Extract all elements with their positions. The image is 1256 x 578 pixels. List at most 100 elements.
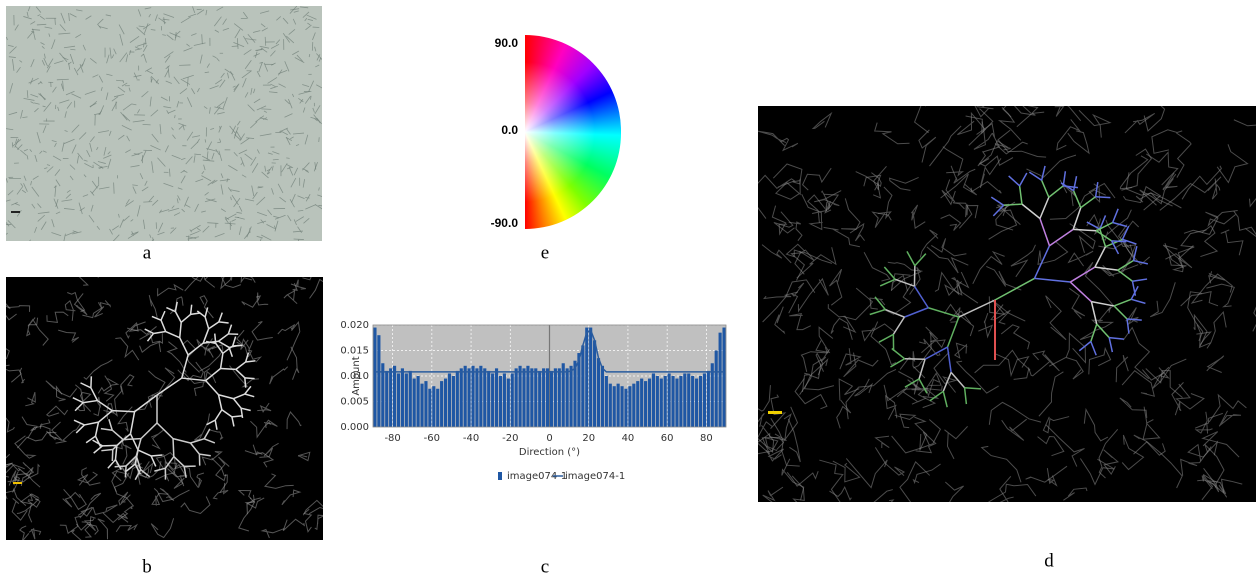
bar (660, 379, 663, 427)
texture-stroke (114, 182, 115, 193)
bar (511, 373, 514, 427)
bar (656, 376, 659, 427)
bar (413, 379, 416, 427)
bar (507, 379, 510, 427)
y-tick-label: 0.020 (340, 320, 369, 331)
bar (687, 373, 690, 427)
panel-label: a (143, 242, 152, 263)
bar (707, 371, 710, 427)
bar (440, 381, 443, 427)
texture-stroke (35, 539, 50, 569)
bar (428, 389, 431, 427)
legend-swatch (498, 472, 502, 480)
x-tick-label: 60 (661, 433, 674, 444)
bar (550, 371, 553, 427)
bar (377, 335, 380, 427)
scale-bar (768, 411, 782, 414)
bar (456, 371, 459, 427)
scale-bar (11, 211, 20, 213)
branch (221, 368, 236, 369)
bar (491, 373, 494, 427)
bar (671, 376, 674, 427)
branch (125, 466, 126, 477)
texture-stroke (82, 251, 99, 277)
bar (683, 373, 686, 427)
bar (711, 363, 714, 427)
bar (679, 376, 682, 427)
bar (460, 368, 463, 427)
bar (393, 366, 396, 427)
bar (432, 386, 435, 427)
y-tick-label: 0.005 (340, 397, 369, 408)
x-tick-label: -20 (502, 433, 518, 444)
branch (151, 455, 162, 456)
x-tick-label: 80 (700, 433, 713, 444)
legend-label: image074-1 (565, 471, 625, 482)
bar (424, 381, 427, 427)
bar (554, 368, 557, 427)
micrograph-a (6, 6, 322, 241)
bar (452, 376, 455, 427)
bar (632, 384, 635, 427)
texture-stroke (57, 79, 69, 80)
y-axis-label: Amount (351, 356, 362, 395)
bar (585, 328, 588, 427)
x-tick-label: -60 (424, 433, 440, 444)
bar (436, 389, 439, 427)
texture-stroke (220, 126, 221, 129)
bar (499, 376, 502, 427)
bar (471, 366, 474, 427)
bar (405, 373, 408, 427)
bar (617, 384, 620, 427)
bar (640, 379, 643, 427)
bar (605, 376, 608, 427)
bar (581, 345, 584, 427)
bar (444, 379, 447, 427)
bar (546, 368, 549, 427)
y-tick-label: 0.000 (340, 422, 369, 433)
branch (1112, 241, 1127, 242)
bar (675, 379, 678, 427)
bar (468, 368, 471, 427)
bar (589, 328, 592, 427)
bar (542, 368, 545, 427)
bar (558, 368, 561, 427)
panel-label: c (541, 556, 549, 577)
bar (648, 379, 651, 427)
branch (115, 466, 126, 467)
bar (613, 386, 616, 427)
bar (664, 376, 667, 427)
bar (628, 386, 631, 427)
branch (232, 416, 242, 417)
bar (381, 363, 384, 427)
bar (515, 368, 518, 427)
bar (389, 368, 392, 427)
bar (385, 371, 388, 427)
bar (597, 358, 600, 427)
branch (245, 378, 246, 388)
bar (522, 368, 525, 427)
bar (538, 371, 541, 427)
panel-label: d (1044, 550, 1054, 571)
bar (668, 373, 671, 427)
bar (487, 371, 490, 427)
bar (644, 381, 647, 427)
x-tick-label: 20 (582, 433, 595, 444)
branch (123, 439, 141, 440)
bar (397, 373, 400, 427)
texture-stroke (143, 202, 152, 203)
bar (409, 371, 412, 427)
x-tick-label: 40 (622, 433, 635, 444)
texture-stroke (232, 46, 238, 47)
key-label: -90.0 (491, 216, 519, 230)
bar (573, 361, 576, 427)
bar (475, 368, 478, 427)
bar (526, 366, 529, 427)
bar (401, 368, 404, 427)
texture-stroke (265, 37, 266, 46)
bar (420, 384, 423, 427)
bar (519, 366, 522, 427)
bar (373, 328, 376, 427)
bar (495, 368, 498, 427)
bar (703, 373, 706, 427)
